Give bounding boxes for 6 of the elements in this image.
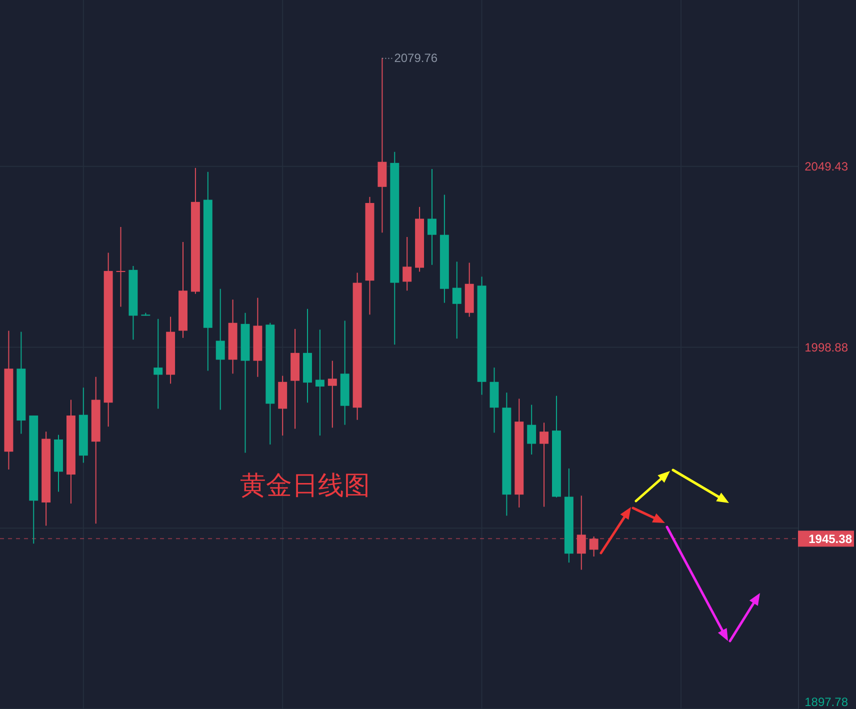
annotation: 2079.76 [394, 50, 438, 65]
text: 黄金日线图 [240, 470, 370, 500]
y-tick-label: 2049.43 [804, 159, 848, 174]
ref-line-label: 1945.38 [808, 532, 852, 546]
y-tick-label: 1998.88 [804, 340, 848, 354]
y-tick-label: 1897.78 [804, 695, 848, 709]
